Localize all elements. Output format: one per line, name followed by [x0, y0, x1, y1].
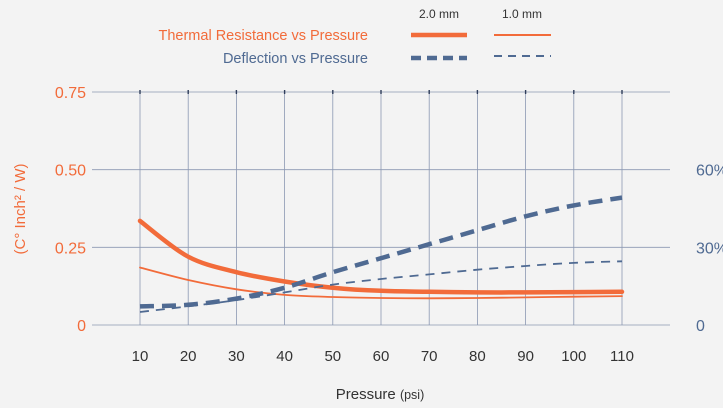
x-axis-label-main: Pressure: [336, 386, 396, 403]
series-line-thermal-1.0mm: [139, 266, 623, 300]
x-tick-label: 50: [324, 348, 341, 365]
legend: 2.0 mm 1.0 mm Thermal Resistance vs Pres…: [158, 7, 551, 67]
y-axis-left-label: (C° Inch² / W): [12, 163, 29, 254]
y-left-tick-label: 0.75: [55, 85, 86, 102]
y-left-tick-label: 0.25: [55, 240, 86, 257]
x-tick-label: 60: [373, 348, 390, 365]
y-right-tick-label: 30%: [696, 240, 723, 257]
legend-label-deflection: Deflection vs Pressure: [223, 51, 368, 67]
x-axis-label: Pressure (psi): [336, 386, 425, 403]
x-tick-label: 90: [517, 348, 534, 365]
x-tick-label: 110: [610, 348, 634, 365]
x-tick-label: 100: [561, 348, 586, 365]
x-tick-label: 80: [469, 348, 486, 365]
x-tick-label: 40: [276, 348, 293, 365]
x-tick-label: 70: [421, 348, 438, 365]
y-right-tick-label: 60%: [696, 163, 723, 180]
legend-header-2mm: 2.0 mm: [419, 7, 459, 21]
x-tick-label: 30: [228, 348, 245, 365]
x-tick-label: 10: [132, 348, 149, 365]
tick-labels: 0 0.25 0.50 0.75 0 30% 60% 10 20 30 40 50 60 70 80 90 10…: [55, 85, 723, 365]
x-tick-label: 20: [180, 348, 197, 365]
y-right-tick-label: 0: [696, 318, 705, 335]
legend-header-1mm: 1.0 mm: [502, 7, 542, 21]
x-axis-label-unit: (psi): [400, 388, 424, 402]
y-left-tick-label: 0: [77, 318, 86, 335]
y-left-tick-label: 0.50: [55, 163, 86, 180]
series-line-thermal-2.0mm: [137, 218, 625, 295]
series-group: [137, 195, 625, 313]
legend-label-thermal: Thermal Resistance vs Pressure: [158, 28, 368, 44]
series-line-deflection-2.0mm: [139, 195, 623, 309]
series-line-deflection-1.0mm: [139, 260, 623, 313]
